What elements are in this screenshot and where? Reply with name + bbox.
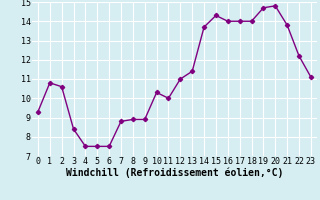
X-axis label: Windchill (Refroidissement éolien,°C): Windchill (Refroidissement éolien,°C) <box>66 168 283 178</box>
